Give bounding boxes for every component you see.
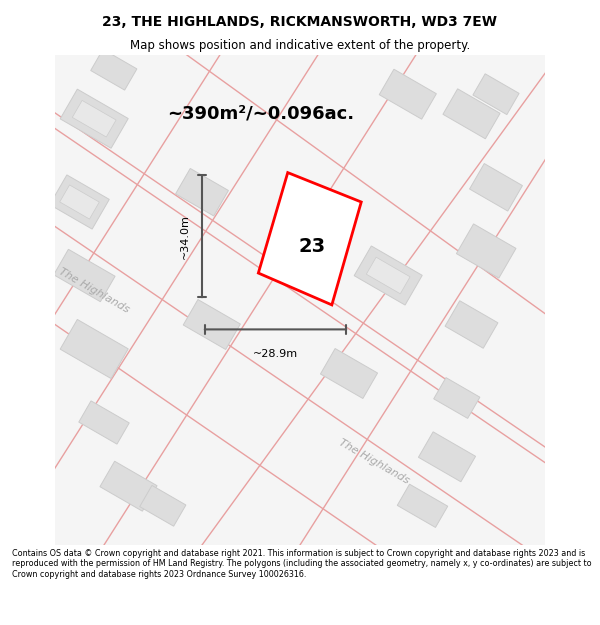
Polygon shape: [79, 401, 129, 444]
Text: The Highlands: The Highlands: [337, 438, 410, 486]
Polygon shape: [183, 299, 241, 349]
Polygon shape: [60, 89, 128, 148]
Polygon shape: [418, 432, 476, 482]
Polygon shape: [354, 246, 422, 305]
Polygon shape: [367, 258, 410, 294]
Polygon shape: [60, 319, 128, 379]
Polygon shape: [50, 175, 109, 229]
Polygon shape: [473, 74, 519, 114]
Polygon shape: [259, 173, 361, 305]
Polygon shape: [176, 169, 229, 216]
Polygon shape: [457, 224, 516, 278]
Polygon shape: [443, 89, 500, 139]
Polygon shape: [73, 101, 116, 137]
Polygon shape: [91, 49, 137, 90]
Polygon shape: [140, 486, 186, 526]
Polygon shape: [379, 69, 436, 119]
Text: 23: 23: [299, 237, 326, 256]
Polygon shape: [60, 185, 99, 219]
Text: ~34.0m: ~34.0m: [180, 214, 190, 259]
Text: ~28.9m: ~28.9m: [253, 349, 298, 359]
Polygon shape: [320, 349, 377, 399]
Text: The Highlands: The Highlands: [57, 266, 131, 314]
Polygon shape: [100, 461, 157, 511]
Text: ~390m²/~0.096ac.: ~390m²/~0.096ac.: [167, 105, 355, 122]
Text: Map shows position and indicative extent of the property.: Map shows position and indicative extent…: [130, 39, 470, 51]
Polygon shape: [397, 484, 448, 528]
Polygon shape: [445, 301, 498, 348]
Polygon shape: [470, 164, 523, 211]
Polygon shape: [54, 249, 115, 302]
Polygon shape: [434, 378, 480, 418]
Text: Contains OS data © Crown copyright and database right 2021. This information is : Contains OS data © Crown copyright and d…: [12, 549, 592, 579]
Text: 23, THE HIGHLANDS, RICKMANSWORTH, WD3 7EW: 23, THE HIGHLANDS, RICKMANSWORTH, WD3 7E…: [103, 16, 497, 29]
